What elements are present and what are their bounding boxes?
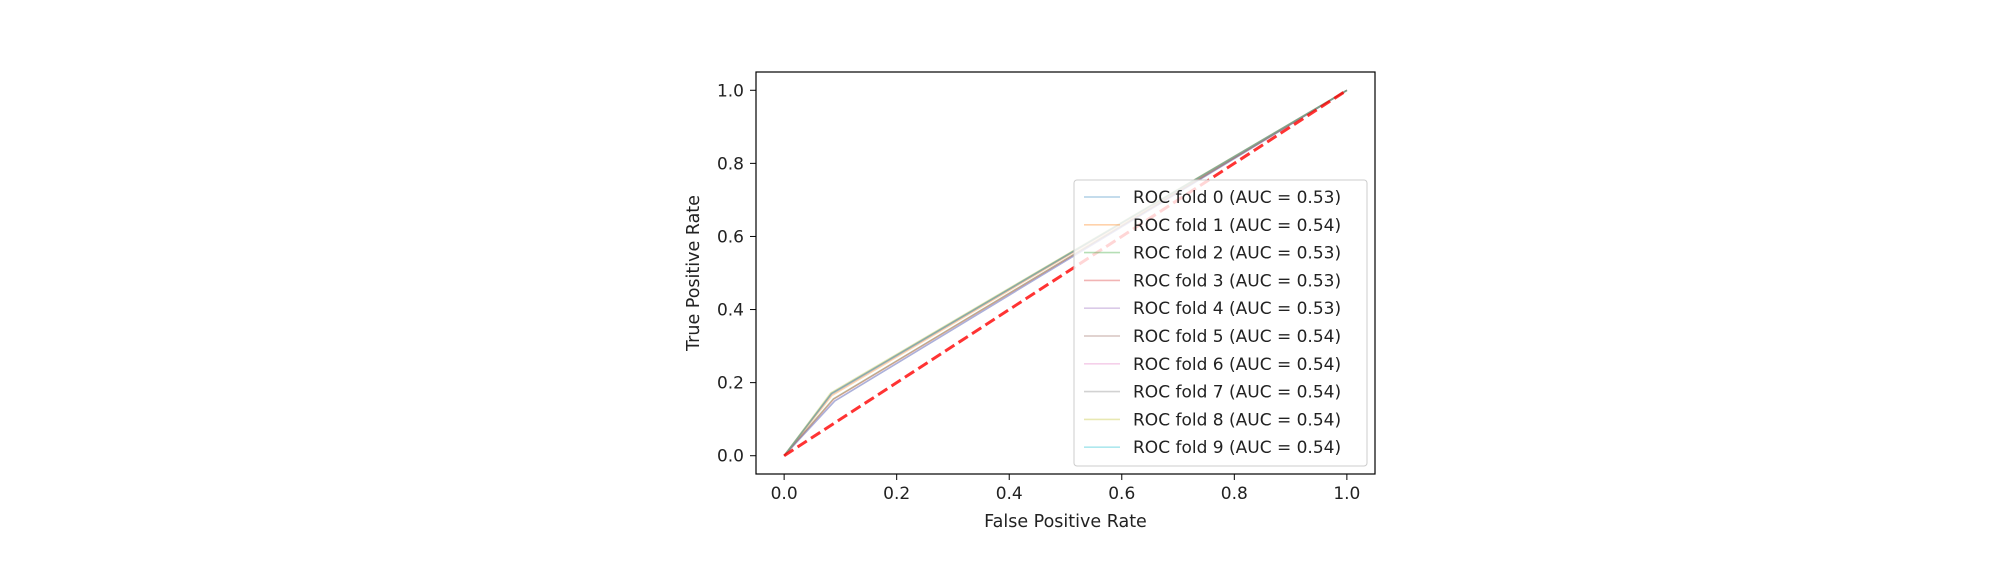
- legend-label-fold-8: ROC fold 8 (AUC = 0.54): [1133, 410, 1341, 430]
- y-tick-label: 0.0: [717, 447, 744, 467]
- x-tick-label: 0.6: [1108, 484, 1135, 504]
- y-tick-label: 0.2: [717, 374, 744, 394]
- legend-label-fold-3: ROC fold 3 (AUC = 0.53): [1133, 271, 1341, 291]
- x-tick-label: 0.2: [883, 484, 910, 504]
- legend-label-fold-7: ROC fold 7 (AUC = 0.54): [1133, 383, 1341, 403]
- y-tick-label: 0.4: [717, 301, 744, 321]
- legend-label-fold-9: ROC fold 9 (AUC = 0.54): [1133, 438, 1341, 458]
- x-tick-label: 1.0: [1333, 484, 1360, 504]
- plot-frame: [755, 71, 1376, 475]
- y-tick-label: 0.6: [717, 227, 744, 247]
- y-axis-label: True Positive Rate: [684, 195, 704, 352]
- y-tick-label: 0.8: [717, 154, 744, 174]
- legend-label-fold-5: ROC fold 5 (AUC = 0.54): [1133, 327, 1341, 347]
- axis-ticks: 0.0 0.2 0.4 0.6 0.8 1.0 0.0 0.2 0.4 0.6 0.8 1.0: [717, 81, 1360, 504]
- y-tick-label: 1.0: [717, 81, 744, 101]
- x-axis-label: False Positive Rate: [984, 512, 1147, 532]
- x-tick-label: 0.0: [771, 484, 798, 504]
- legend: ROC fold 0 (AUC = 0.53) ROC fold 1 (AUC =…: [1073, 179, 1368, 467]
- legend-label-fold-1: ROC fold 1 (AUC = 0.54): [1133, 216, 1341, 236]
- legend-box: [1073, 179, 1368, 467]
- legend-label-fold-2: ROC fold 2 (AUC = 0.53): [1133, 244, 1341, 264]
- x-tick-label: 0.4: [996, 484, 1023, 504]
- x-tick-label: 0.8: [1221, 484, 1248, 504]
- legend-label-fold-6: ROC fold 6 (AUC = 0.54): [1133, 355, 1341, 375]
- legend-label-fold-4: ROC fold 4 (AUC = 0.53): [1133, 299, 1341, 319]
- legend-label-fold-0: ROC fold 0 (AUC = 0.53): [1133, 188, 1341, 208]
